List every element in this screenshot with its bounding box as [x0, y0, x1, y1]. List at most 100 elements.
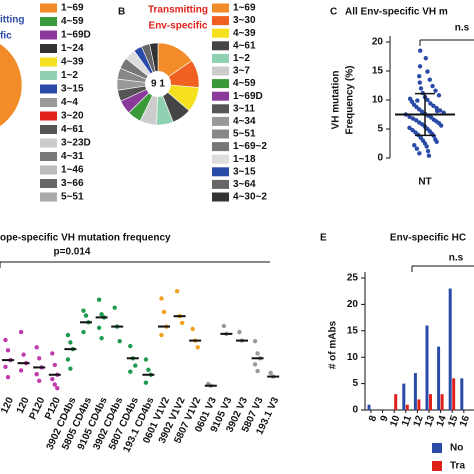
data-point — [255, 351, 260, 356]
data-point — [128, 369, 133, 374]
legend-label: 4~61 — [233, 40, 256, 51]
pie-title: Env-specific — [149, 21, 208, 32]
data-point — [3, 337, 8, 343]
data-point — [83, 313, 89, 318]
y-tick-label: 5 — [377, 124, 383, 135]
pie-hole — [145, 71, 171, 97]
panel-label: C — [330, 7, 337, 18]
pie-title: Transmitting — [148, 5, 208, 16]
data-point — [81, 329, 86, 335]
legend-swatch — [212, 66, 229, 76]
data-point — [34, 371, 39, 377]
data-point — [190, 326, 195, 332]
data-point — [252, 339, 258, 344]
annotation: n.s — [455, 23, 470, 34]
y-tick-label: 20 — [347, 299, 359, 310]
data-point — [179, 320, 185, 326]
data-point — [418, 48, 423, 53]
data-point — [96, 297, 102, 302]
legend-swatch — [212, 3, 229, 13]
data-point — [434, 108, 440, 114]
data-point — [195, 345, 200, 350]
legend-swatch — [40, 71, 57, 80]
y-tick-label: 25 — [347, 273, 359, 284]
data-point — [5, 374, 11, 380]
y-tick-label: 0 — [377, 153, 383, 164]
legend-label: 4~39 — [61, 57, 84, 68]
x-tick-label: 15 — [446, 414, 460, 429]
chart-title: ope-specific VH mutation frequency — [0, 233, 171, 244]
legend-label: 1~69 — [61, 3, 84, 14]
legend-label: 1~69D — [61, 30, 91, 41]
legend-swatch — [40, 30, 57, 40]
data-point — [65, 357, 71, 362]
data-point — [431, 103, 436, 109]
legend-label: 3~30 — [233, 15, 256, 26]
data-point — [159, 332, 164, 338]
x-tick-label: 11 — [400, 414, 414, 428]
legend-swatch — [40, 17, 57, 26]
legend-swatch — [40, 57, 57, 67]
legend-swatch — [212, 16, 229, 26]
data-point — [143, 357, 149, 362]
x-tick-label: NT — [418, 177, 431, 188]
data-point — [255, 368, 260, 374]
bar — [460, 378, 464, 410]
legend-label: 5~51 — [61, 192, 84, 203]
legend-label: 1~69 — [233, 3, 256, 14]
data-point — [65, 332, 71, 338]
data-point — [146, 367, 151, 373]
legend-swatch — [40, 125, 57, 134]
panel-label: E — [320, 233, 327, 244]
data-point — [81, 308, 86, 313]
legend-swatch — [212, 116, 229, 126]
annotation: n.s — [449, 253, 464, 264]
pie-center-label: 9 1 — [151, 79, 165, 90]
bar — [405, 404, 409, 410]
data-point — [436, 93, 442, 98]
y-axis-label: # of mAbs — [328, 320, 339, 369]
legend-label: 3~7 — [233, 66, 250, 77]
bar — [448, 288, 452, 410]
legend-label: 4~59 — [233, 78, 256, 89]
x-tick-label: 9 — [379, 414, 391, 423]
bar — [394, 394, 398, 410]
data-point — [252, 362, 258, 367]
data-point — [430, 83, 435, 89]
legend-swatch — [212, 167, 229, 177]
legend-label: 3~66 — [61, 178, 84, 189]
y-tick-label: 5 — [352, 378, 358, 389]
data-point — [433, 88, 438, 93]
legend-swatch — [40, 138, 57, 148]
x-tick-label: 16 — [458, 414, 472, 429]
y-axis-label: VH mutation — [331, 71, 342, 130]
panel-label: B — [118, 7, 125, 18]
bar — [367, 404, 371, 410]
legend-swatch — [212, 154, 229, 164]
legend-label: 3~64 — [233, 179, 256, 190]
data-point — [425, 148, 431, 154]
data-point — [99, 335, 104, 341]
data-point — [415, 98, 420, 103]
legend-label: 5~51 — [233, 129, 256, 140]
x-tick-label: 14 — [435, 414, 449, 429]
legend-swatch — [212, 104, 229, 114]
legend-swatch — [432, 443, 442, 453]
legend-swatch — [40, 152, 57, 161]
x-tick-label: 12 — [412, 414, 426, 429]
data-point — [143, 380, 149, 385]
chart-title: All Env-specific VH m — [345, 7, 448, 18]
data-point — [237, 329, 242, 335]
legend-swatch — [212, 142, 229, 152]
data-point — [159, 296, 164, 301]
legend-label: Tra — [450, 461, 465, 472]
data-point — [438, 123, 444, 128]
legend-swatch — [40, 192, 57, 202]
y-axis-label: Frequency (%) — [345, 66, 356, 135]
pie-slice — [0, 43, 23, 127]
bar — [417, 399, 421, 410]
legend-label: 3~15 — [61, 84, 84, 95]
legend-label: 1~18 — [233, 154, 256, 165]
legend-label: 3~23D — [61, 138, 91, 149]
data-point — [412, 143, 417, 148]
